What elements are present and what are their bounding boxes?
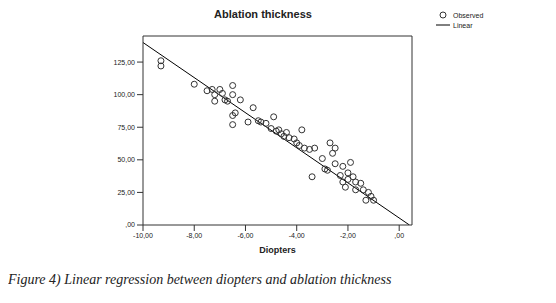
html-text:Linear: Linear [453, 21, 473, 29]
svg-text:75,00: 75,00 [117, 124, 135, 131]
html-text:Observed: Observed [453, 11, 484, 19]
svg-text:,00: ,00 [394, 232, 404, 239]
svg-text:50,00: 50,00 [117, 156, 135, 163]
html-text:Figure 4) Linear regression be: Figure 4) Linear regression between diop… [8, 272, 392, 287]
svg-text:125,00: 125,00 [114, 59, 136, 66]
svg-text:-4,00: -4,00 [289, 232, 305, 239]
svg-text:,00: ,00 [125, 221, 135, 228]
svg-text:-2,00: -2,00 [340, 232, 356, 239]
svg-text:-10,00: -10,00 [133, 232, 153, 239]
html-text:Ablation thickness: Ablation thickness [214, 8, 312, 20]
svg-text:100,00: 100,00 [114, 91, 136, 98]
svg-text:-8,00: -8,00 [186, 232, 202, 239]
svg-text:25,00: 25,00 [117, 189, 135, 196]
svg-text:Diopters: Diopters [259, 245, 296, 255]
svg-text:-6,00: -6,00 [237, 232, 253, 239]
